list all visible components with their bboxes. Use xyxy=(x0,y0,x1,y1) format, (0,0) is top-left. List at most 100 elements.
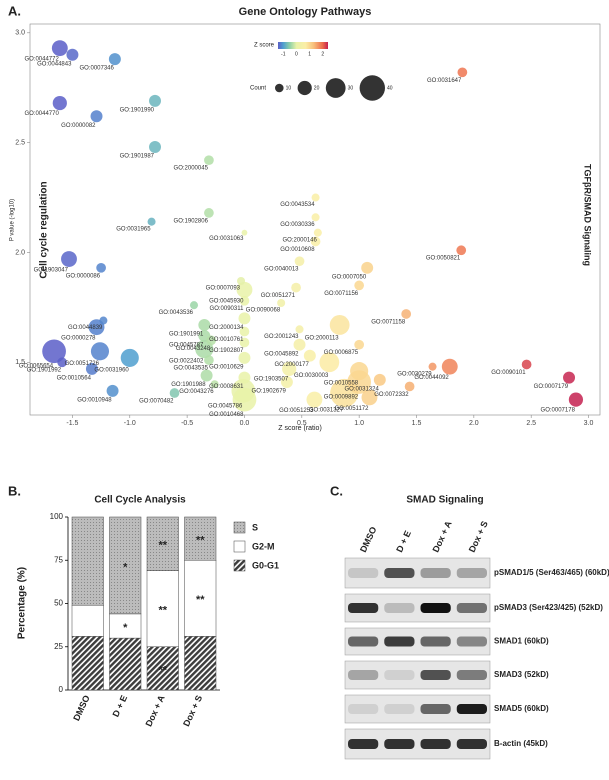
band xyxy=(384,670,415,680)
band xyxy=(384,704,415,714)
significance: * xyxy=(123,622,128,634)
bubble xyxy=(306,391,323,408)
legend-swatch xyxy=(233,540,246,553)
point-label: GO:1902679 xyxy=(252,389,287,395)
bubble xyxy=(280,376,293,389)
bar-segment xyxy=(109,637,142,691)
point-label: GO:1901988 xyxy=(171,382,206,388)
bubble xyxy=(108,53,121,66)
legend-label: S xyxy=(252,522,258,532)
row-label: B-actin (45kD) xyxy=(494,739,548,748)
significance: ** xyxy=(158,605,167,617)
row-label: SMAD3 (52kD) xyxy=(494,670,549,679)
bar-segment xyxy=(109,516,142,615)
point-label: GO:0010761 xyxy=(209,337,244,343)
point-label: GO:0031647 xyxy=(427,78,462,84)
bubble xyxy=(329,315,350,335)
band xyxy=(348,636,379,647)
point-label: GO:0007050 xyxy=(332,274,367,280)
bubble xyxy=(149,94,161,107)
point-label: GO:1902807 xyxy=(209,348,244,354)
size-legend-text: 10 xyxy=(286,85,292,91)
colorbar-tick: -1 xyxy=(281,51,286,57)
row-label: SMAD5 (60kD) xyxy=(494,704,549,713)
point-label: GO:0070482 xyxy=(139,398,174,404)
size-legend-dot xyxy=(275,83,284,93)
significance: ** xyxy=(158,664,167,676)
y-tick-label: 25 xyxy=(54,642,63,651)
point-label: GO:1901990 xyxy=(120,107,155,113)
point-label: GO:0045930 xyxy=(209,298,244,304)
colorbar-tick: 0 xyxy=(295,51,298,57)
point-label: GO:0071158 xyxy=(371,319,406,325)
band xyxy=(420,568,451,578)
band xyxy=(348,568,379,578)
point-label: GO:0022402 xyxy=(169,359,204,365)
bubble xyxy=(303,349,316,362)
bubble xyxy=(236,281,253,298)
y-axis-label: Percentage (%) xyxy=(17,567,28,639)
bar-segment xyxy=(184,636,217,691)
bar-segment xyxy=(184,516,217,561)
bubble xyxy=(239,295,250,306)
x-tick-label: Dox + A xyxy=(144,693,167,728)
x-tick-label: DMSO xyxy=(71,694,91,723)
plot-frame xyxy=(29,23,601,416)
point-label: GO:0007093 xyxy=(206,286,241,292)
point-label: GO:0007346 xyxy=(80,66,115,72)
band xyxy=(420,636,451,647)
band xyxy=(456,603,487,613)
band xyxy=(384,568,415,578)
band xyxy=(420,603,451,613)
bar-segment xyxy=(71,636,104,691)
bar-segment xyxy=(146,646,179,691)
bubble xyxy=(291,282,301,293)
bubble xyxy=(57,357,67,368)
y-tick-label: 50 xyxy=(54,599,63,608)
band xyxy=(348,603,379,613)
bubble xyxy=(198,318,211,331)
point-label: GO:2001243 xyxy=(264,334,299,340)
bubble xyxy=(99,316,108,325)
y-axis-label: P value (-log10) xyxy=(10,199,16,241)
bubble xyxy=(61,251,77,267)
bubble xyxy=(457,67,468,78)
bubble xyxy=(204,208,214,218)
significance: ** xyxy=(158,540,167,552)
point-label: GO:1902806 xyxy=(174,218,209,224)
bubble xyxy=(42,339,66,364)
legend-label: G0-G1 xyxy=(252,560,279,570)
bubble xyxy=(200,369,213,382)
x-tick-label: 0.0 xyxy=(240,420,250,427)
panel-label: C. xyxy=(330,483,343,498)
bar-segment xyxy=(146,570,179,648)
bubble xyxy=(239,337,250,348)
point-label: GO:0000278 xyxy=(61,336,96,342)
point-label: GO:2000134 xyxy=(209,325,244,331)
legend-label: G2-M xyxy=(252,541,275,551)
bubble xyxy=(66,48,79,61)
point-label: GO:0010608 xyxy=(280,247,315,253)
size-legend-dot xyxy=(297,80,312,96)
point-label: GO:0051726 xyxy=(65,361,100,367)
point-label: GO:0009892 xyxy=(324,394,359,400)
bubble xyxy=(169,388,180,398)
annotation: Cell cycle regulation xyxy=(39,181,50,278)
band xyxy=(420,704,451,714)
y-tick-label: 75 xyxy=(54,555,63,564)
point-label: GO:0090101 xyxy=(491,370,526,376)
size-legend-text: 30 xyxy=(348,85,354,91)
colorbar-tick: 1 xyxy=(308,51,311,57)
size-legend-text: 40 xyxy=(387,85,393,91)
bubble xyxy=(204,155,214,166)
bubble xyxy=(90,342,110,361)
point-label: GO:0031327 xyxy=(309,408,344,414)
x-tick-label: D + E xyxy=(111,694,130,719)
point-label: GO:0065654 xyxy=(19,364,54,370)
bubble xyxy=(293,338,306,351)
x-tick-label: 2.5 xyxy=(526,420,536,427)
size-legend-text: 20 xyxy=(314,85,320,91)
x-tick-label: Dox + S xyxy=(181,694,204,728)
point-label: GO:2000146 xyxy=(283,237,318,243)
point-label: GO:0000086 xyxy=(66,273,101,279)
